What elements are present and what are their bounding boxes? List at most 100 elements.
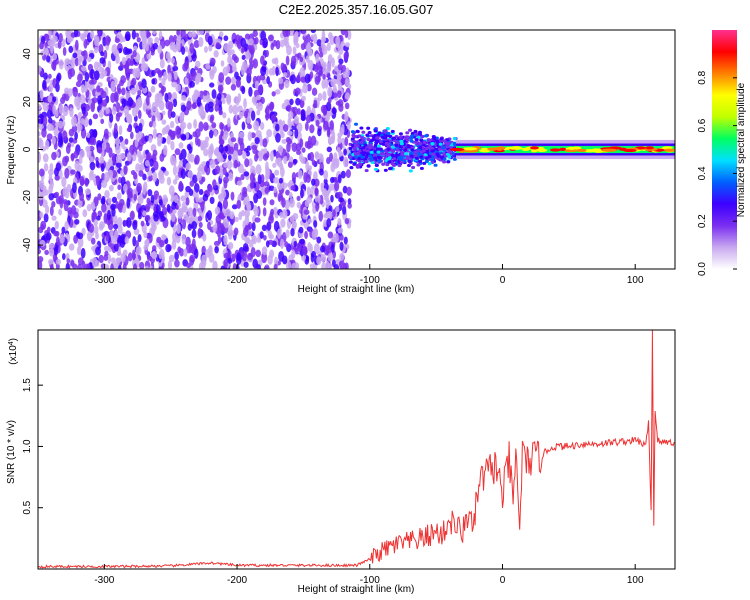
heatmap-cell [447, 155, 452, 159]
heatmap-cell [224, 145, 229, 152]
heatmap-cell [310, 186, 314, 197]
heatmap-cell [209, 196, 215, 205]
heatmap-cell [71, 116, 77, 127]
heatmap-cell [223, 42, 230, 52]
heatmap-cell [314, 187, 319, 197]
heatmap-cell [84, 177, 89, 187]
heatmap-cell [124, 138, 129, 145]
heatmap-cell [405, 135, 410, 139]
heatmap-cell [47, 95, 53, 103]
heatmap-cell [331, 107, 337, 115]
heatmap-cell [417, 135, 422, 139]
snr-panel: -300 -200 -100 0 100 0.5 1.0 1.5 Height of str… [6, 329, 676, 595]
heatmap-cell [361, 145, 366, 150]
heatmap-cell [204, 165, 208, 173]
heatmap-cell [339, 241, 344, 251]
heatmap-cell [343, 156, 349, 168]
heatmap-cell [197, 215, 203, 222]
heatmap-cell [329, 120, 334, 131]
heatmap-cell [319, 155, 324, 165]
heatmap-cell [204, 136, 210, 142]
heatmap-cell [209, 143, 214, 154]
heatmap-cell [48, 82, 53, 93]
colorbar-tick-label: 0.0 [697, 262, 708, 276]
heatmap-cell [314, 151, 319, 159]
heatmap-cell [264, 187, 269, 195]
heatmap-cell [54, 220, 59, 230]
heatmap-cell [100, 51, 105, 57]
heatmap-cell [170, 111, 176, 118]
heatmap-cell [170, 140, 175, 151]
heatmap-cell [202, 233, 207, 242]
heatmap-cell [95, 175, 100, 187]
heatmap-cell [337, 218, 342, 226]
heatmap-cell [62, 130, 68, 141]
heatmap-cell [154, 36, 160, 45]
heatmap-cell [176, 30, 180, 36]
heatmap-peak [530, 149, 538, 153]
heatmap-cell [68, 128, 75, 137]
heatmap-cell [107, 253, 112, 264]
heatmap-cell [337, 44, 344, 56]
heatmap-cell [161, 234, 167, 241]
heatmap-cell [262, 207, 267, 217]
heatmap-cell [90, 237, 96, 245]
heatmap-cell [110, 257, 116, 264]
heatmap-cell [320, 38, 325, 50]
heatmap-cell [296, 195, 301, 202]
heatmap-cell [98, 67, 105, 73]
heatmap-cell [90, 168, 94, 178]
heatmap-cell [225, 94, 232, 103]
heatmap-cell [152, 120, 157, 129]
heatmap-cell [166, 203, 171, 213]
heatmap-cell [185, 197, 190, 206]
heatmap-cell [433, 163, 438, 167]
heatmap-cell [280, 62, 285, 72]
heatmap-cell [316, 256, 322, 265]
heatmap-cell [64, 188, 70, 199]
heatmap-cell [180, 195, 186, 202]
heatmap-cell [51, 35, 58, 43]
heatmap-cell [329, 176, 335, 184]
heatmap-cell [89, 137, 95, 146]
heatmap-cell [158, 199, 163, 206]
snr-series-line [38, 330, 675, 569]
heatmap-cell [39, 89, 44, 100]
heatmap-cell [277, 181, 283, 191]
heatmap-cell [216, 93, 222, 101]
heatmap-cell [230, 191, 235, 201]
heatmap-cell [97, 95, 103, 104]
heatmap-cell [123, 46, 129, 56]
heatmap-cell [43, 213, 49, 223]
heatmap-cell [265, 112, 269, 121]
heatmap-cell [313, 220, 318, 228]
heatmap-cell [350, 130, 355, 134]
heatmap-cell [241, 86, 246, 95]
heatmap-cell [236, 199, 242, 210]
heatmap-cell [242, 242, 249, 252]
heatmap-cell [199, 105, 205, 112]
heatmap-cell [140, 220, 145, 227]
heatmap-cell [255, 164, 262, 175]
heatmap-cell [324, 78, 329, 89]
heatmap-cell [96, 85, 101, 93]
heatmap-cell [80, 66, 87, 72]
heatmap-cell [135, 32, 140, 38]
heatmap-cell [146, 53, 152, 60]
heatmap-cell [46, 226, 51, 233]
heatmap-cell [72, 182, 77, 194]
heatmap-cell [220, 60, 225, 67]
heatmap-cell [193, 182, 200, 193]
heatmap-cell [180, 104, 186, 113]
heatmap-cell [365, 133, 370, 137]
heatmap-cell [132, 106, 138, 118]
heatmap-cell [80, 50, 86, 57]
heatmap-cell [130, 87, 137, 95]
heatmap-cell [42, 102, 49, 112]
heatmap-cell [339, 252, 345, 261]
heatmap-cell [163, 125, 170, 135]
heatmap-cell [335, 42, 340, 49]
heatmap-cell [406, 144, 411, 148]
heatmap-cell [174, 259, 180, 268]
heatmap-cell [49, 205, 54, 216]
